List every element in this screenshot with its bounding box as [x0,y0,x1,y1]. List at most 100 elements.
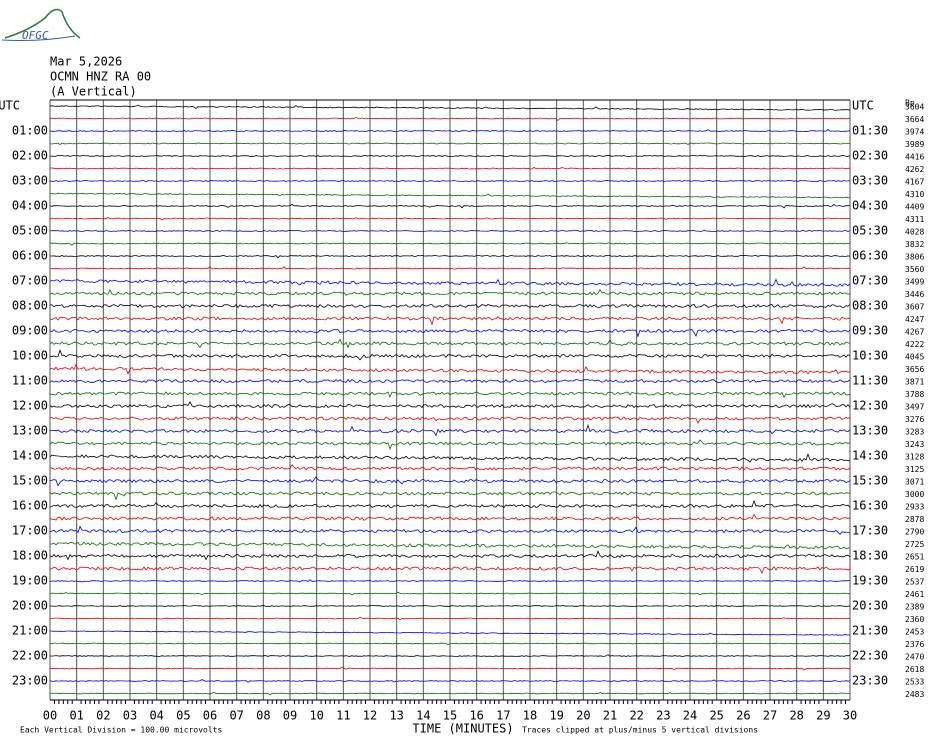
left-label: 22:00 [12,649,48,663]
x-tick-label: 20 [576,709,590,723]
trace-scale: 4416 [905,153,924,162]
trace [49,242,851,246]
x-tick-label: 00 [43,709,57,723]
trace-scale: 3989 [905,140,924,149]
trace-scale: 4045 [905,353,924,362]
trace [49,303,851,309]
trace-scale: 2790 [905,528,924,537]
right-label: 16:30 [852,499,888,513]
trace-scale: 4247 [905,315,924,324]
trace-scale: 3071 [905,478,924,487]
trace [49,453,851,463]
trace [49,616,851,621]
trace-scale: 2618 [905,665,924,674]
right-label: 23:30 [852,674,888,688]
trace [49,642,851,646]
trace [50,266,851,270]
right-label: 04:30 [852,199,888,213]
left-label: 09:00 [12,324,48,338]
trace-scale: 3243 [905,440,924,449]
x-tick-label: 14 [416,709,430,723]
trace-scale: 2470 [905,653,924,662]
left-label: 16:00 [12,499,48,513]
trace [49,630,851,636]
trace [50,166,851,170]
trace-scale: 3664 [905,115,924,124]
left-label: 03:00 [12,174,48,188]
trace [49,666,851,671]
trace [49,179,851,183]
trace-scale: 3446 [905,290,924,299]
trace-scale: 2537 [905,578,924,587]
trace [49,579,851,583]
x-tick-label: 08 [256,709,270,723]
trace [49,654,850,658]
trace [49,128,851,133]
right-label: 12:30 [852,399,888,413]
right-label: 22:30 [852,649,888,663]
left-label: 23:00 [12,674,48,688]
trace [50,541,851,550]
trace [49,391,851,399]
trace [49,565,851,575]
left-label: 17:00 [12,524,48,538]
trace-scale: 3283 [905,428,924,437]
right-label: 06:30 [852,249,888,263]
right-label: 18:30 [852,549,888,563]
trace [49,491,851,501]
x-tick-label: 24 [683,709,697,723]
footer-division: Each Vertical Division = 100.00 microvol… [20,726,222,735]
x-tick-label: 18 [523,709,537,723]
x-tick-label: 28 [789,709,803,723]
trace-scale: 2389 [905,603,924,612]
x-tick-label: 19 [549,709,563,723]
trace-scale: 2933 [905,503,924,512]
footer-clip: Traces clipped at plus/minus 5 vertical … [522,726,758,735]
right-label: 07:30 [852,274,888,288]
x-title: TIME (MINUTES) [412,722,513,736]
trace-scale: 2453 [905,628,924,637]
x-tick-label: 16 [469,709,483,723]
trace-scale: 3128 [905,453,924,462]
trace [49,378,851,384]
trace [49,401,851,409]
left-label: 20:00 [12,599,48,613]
left-label: 01:00 [12,124,48,138]
trace [49,142,850,146]
right-label: 08:30 [852,299,888,313]
trace-scale: 4028 [905,228,924,237]
x-tick-label: 12 [363,709,377,723]
trace-scale: 3497 [905,403,924,412]
trace-scale: 4311 [905,215,924,224]
right-label: 20:30 [852,599,888,613]
left-label: 21:00 [12,624,48,638]
trace-scale: 2619 [905,565,924,574]
trace [49,679,851,683]
trace-scale: 4222 [905,340,924,349]
trace [49,203,851,209]
date: Mar 5,2026 [50,55,122,69]
right-label: 05:30 [852,224,888,238]
logo: OFGC [1,8,81,42]
x-tick-label: 29 [816,709,830,723]
trace-scale: 3974 [905,128,924,137]
x-tick-label: 26 [736,709,750,723]
x-tick-label: 30 [843,709,857,723]
trace [49,550,851,561]
trace [49,416,851,424]
x-tick-label: 21 [603,709,617,723]
trace [49,691,851,696]
left-label: 14:00 [12,449,48,463]
x-tick-label: 01 [69,709,83,723]
trace [49,229,851,232]
x-tick-label: 04 [149,709,163,723]
x-tick-label: 15 [443,709,457,723]
left-label: 15:00 [12,474,48,488]
trace [49,288,851,296]
left-label: 18:00 [12,549,48,563]
trace [49,591,851,596]
trace [49,349,851,361]
x-tick-label: 13 [389,709,403,723]
trace [49,476,851,487]
